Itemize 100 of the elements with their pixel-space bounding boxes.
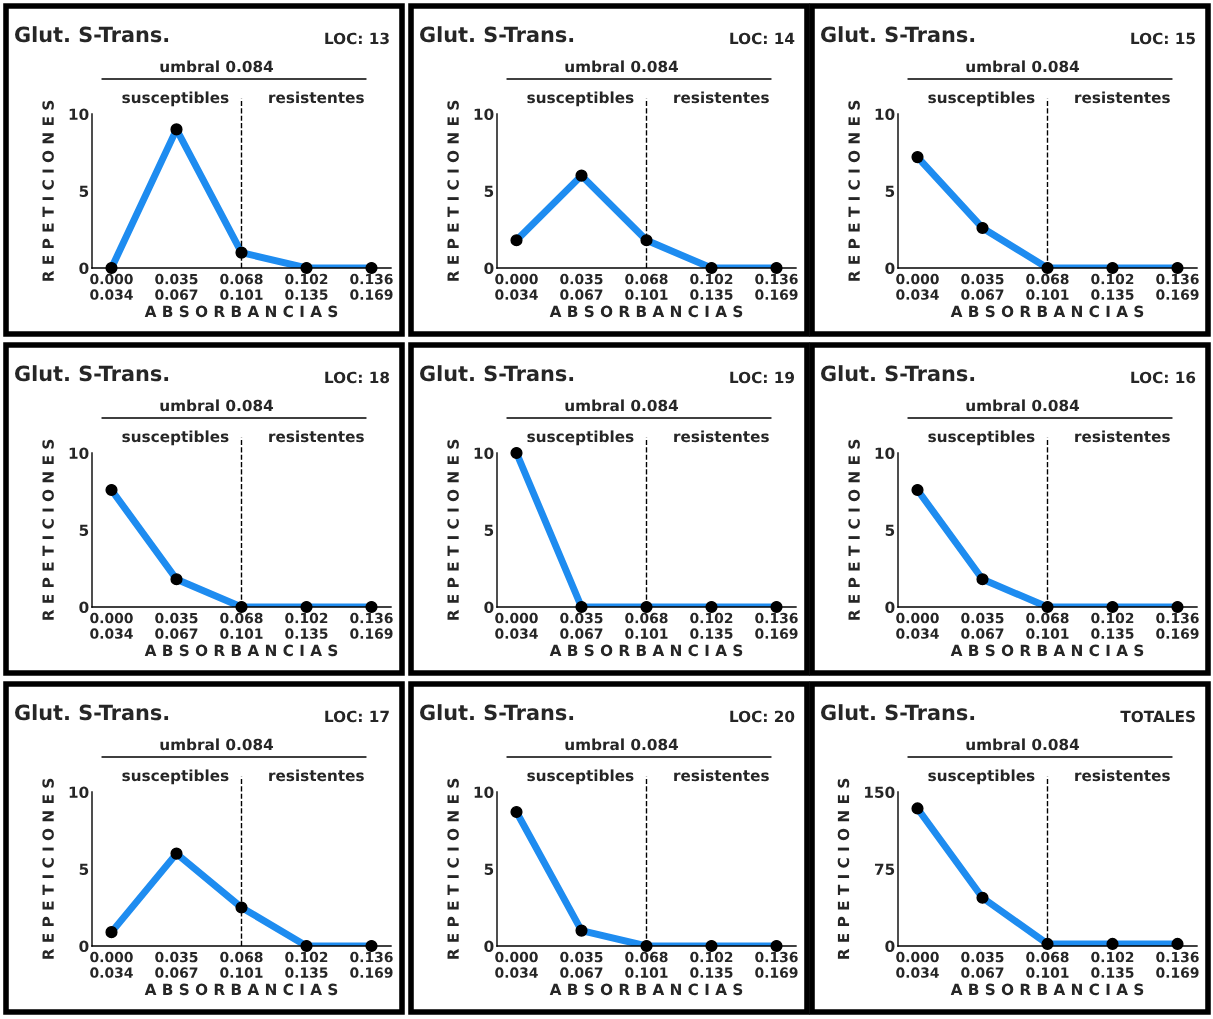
y-tick-label: 10 (875, 447, 895, 460)
chart-subtitle: LOC: 15 (1131, 32, 1195, 45)
y-tick-label: 10 (875, 108, 895, 121)
ref-line-label: umbral 0.084 (565, 60, 679, 73)
chart-subtitle: LOC: 19 (730, 371, 795, 384)
y-tick-label: 150 (865, 786, 895, 799)
x-tick-label: 0.035 0.067 (155, 612, 198, 639)
y-tick-label: 5 (885, 524, 895, 537)
x-tick-label: 0.136 0.169 (350, 273, 393, 300)
ref-line-label: umbral 0.084 (160, 60, 274, 73)
x-tick-label: 0.035 0.067 (155, 951, 198, 978)
y-tick-label: 10 (69, 786, 89, 799)
y-axis-title: R E P E T I C I O N E S (848, 100, 860, 281)
y-axis-title: R E P E T I C I O N E S (848, 439, 860, 620)
ref-line-label: umbral 0.084 (966, 399, 1080, 412)
x-tick-label: 0.102 0.135 (285, 273, 328, 300)
text: resistentes (674, 769, 769, 782)
y-axis-title: R E P E T I C I O N E S (42, 778, 54, 959)
x-tick-label: 0.035 0.067 (560, 951, 603, 978)
x-tick-label: 0.000 0.034 (90, 273, 133, 300)
y-tick-label: 10 (69, 447, 89, 460)
chart-title: Glut. S-Trans. (15, 704, 169, 721)
ref-line-label: umbral 0.084 (565, 738, 679, 751)
x-tick-label: 0.035 0.067 (560, 273, 603, 300)
y-tick-label: 0 (885, 601, 895, 614)
x-tick-label: 0.000 0.034 (896, 273, 939, 300)
x-tick-label: 0.068 0.101 (625, 612, 668, 639)
ref-line-label: umbral 0.084 (966, 738, 1080, 751)
ref-line-label: umbral 0.084 (966, 60, 1080, 73)
chart-title: Glut. S-Trans. (15, 26, 169, 43)
chart-subtitle: LOC: 16 (1131, 371, 1196, 384)
y-tick-label: 10 (474, 447, 494, 460)
text: resistentes (1075, 769, 1170, 782)
x-tick-label: 0.102 0.135 (285, 612, 328, 639)
y-tick-label: 0 (79, 262, 89, 275)
x-axis-title: A B S O R B A N C I A S (144, 644, 338, 657)
x-axis-title: A B S O R B A N C I A S (144, 983, 338, 996)
x-tick-label: 0.136 0.169 (755, 273, 798, 300)
x-axis-title: A B S O R B A N C I A S (549, 983, 743, 996)
y-tick-label: 0 (885, 262, 895, 275)
x-tick-label: 0.000 0.034 (495, 273, 538, 300)
chart-subtitle: TOTALES (1120, 710, 1195, 723)
x-tick-label: 0.136 0.169 (350, 951, 393, 978)
ref-line-label: umbral 0.084 (565, 399, 679, 412)
y-tick-label: 5 (885, 185, 895, 198)
y-axis-title: R E P E T I C I O N E S (447, 100, 459, 281)
x-tick-label: 0.102 0.135 (1091, 612, 1134, 639)
ref-line-label: umbral 0.084 (160, 738, 274, 751)
y-axis-title: R E P E T I C I O N E S (447, 778, 459, 959)
y-tick-label: 0 (484, 262, 494, 275)
x-tick-label: 0.136 0.169 (1156, 273, 1199, 300)
ref-line-label: umbral 0.084 (160, 399, 274, 412)
y-tick-label: 5 (79, 524, 89, 537)
x-tick-label: 0.000 0.034 (90, 951, 133, 978)
x-tick-label: 0.068 0.101 (220, 273, 263, 300)
text: susceptibles (122, 769, 229, 785)
chart-title: Glut. S-Trans. (821, 365, 975, 382)
y-axis-title: R E P E T I C I O N E S (42, 439, 54, 620)
x-tick-label: 0.068 0.101 (625, 273, 668, 300)
x-tick-label: 0.068 0.101 (1026, 951, 1069, 978)
x-tick-label: 0.035 0.067 (961, 951, 1004, 978)
y-tick-label: 5 (484, 863, 494, 876)
x-tick-label: 0.035 0.067 (961, 612, 1004, 639)
y-tick-label: 10 (474, 786, 494, 799)
x-tick-label: 0.102 0.135 (1091, 951, 1134, 978)
x-tick-label: 0.000 0.034 (896, 951, 939, 978)
y-tick-label: 0 (79, 940, 89, 953)
y-axis-title: R E P E T I C I O N E S (42, 100, 54, 281)
y-tick-label: 5 (79, 185, 89, 198)
text: susceptibles (527, 91, 634, 107)
chart-subtitle: LOC: 17 (325, 710, 389, 723)
x-tick-label: 0.136 0.169 (1156, 951, 1199, 978)
y-tick-label: 10 (474, 108, 494, 121)
text: susceptibles (527, 430, 634, 446)
x-axis-title: A B S O R B A N C I A S (549, 644, 743, 657)
y-tick-label: 5 (79, 863, 89, 876)
x-tick-label: 0.068 0.101 (220, 951, 263, 978)
text: susceptibles (122, 430, 229, 446)
x-tick-label: 0.035 0.067 (961, 273, 1004, 300)
x-tick-label: 0.102 0.135 (690, 273, 733, 300)
x-tick-label: 0.000 0.034 (495, 951, 538, 978)
x-tick-label: 0.136 0.169 (350, 612, 393, 639)
chart-title: Glut. S-Trans. (420, 704, 574, 721)
text: resistentes (674, 430, 769, 443)
text: susceptibles (928, 91, 1035, 107)
text: resistentes (1075, 430, 1170, 443)
x-tick-label: 0.102 0.135 (690, 612, 733, 639)
text: susceptibles (928, 430, 1035, 446)
chart-subtitle: LOC: 20 (730, 710, 795, 723)
x-tick-label: 0.102 0.135 (690, 951, 733, 978)
text: susceptibles (122, 91, 229, 107)
y-tick-label: 5 (484, 185, 494, 198)
y-axis-title: R E P E T I C I O N E S (447, 439, 459, 620)
x-tick-label: 0.000 0.034 (495, 612, 538, 639)
x-tick-label: 0.035 0.067 (560, 612, 603, 639)
x-tick-label: 0.068 0.101 (625, 951, 668, 978)
y-tick-label: 0 (79, 601, 89, 614)
chart-subtitle: LOC: 14 (730, 32, 795, 45)
x-tick-label: 0.068 0.101 (1026, 273, 1069, 300)
text: susceptibles (928, 769, 1035, 785)
